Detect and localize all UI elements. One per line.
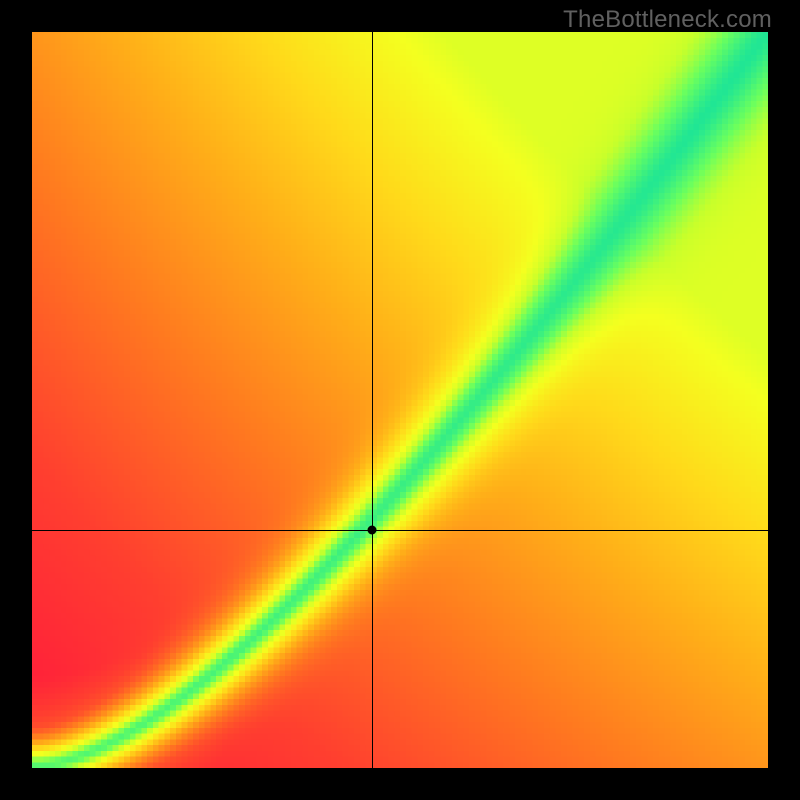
chart-container: TheBottleneck.com	[0, 0, 800, 800]
data-point-marker	[368, 525, 377, 534]
crosshair-vertical	[372, 32, 373, 768]
crosshair-horizontal	[32, 530, 768, 531]
heatmap-canvas	[32, 32, 768, 768]
watermark: TheBottleneck.com	[563, 6, 772, 34]
plot-area	[32, 32, 768, 768]
